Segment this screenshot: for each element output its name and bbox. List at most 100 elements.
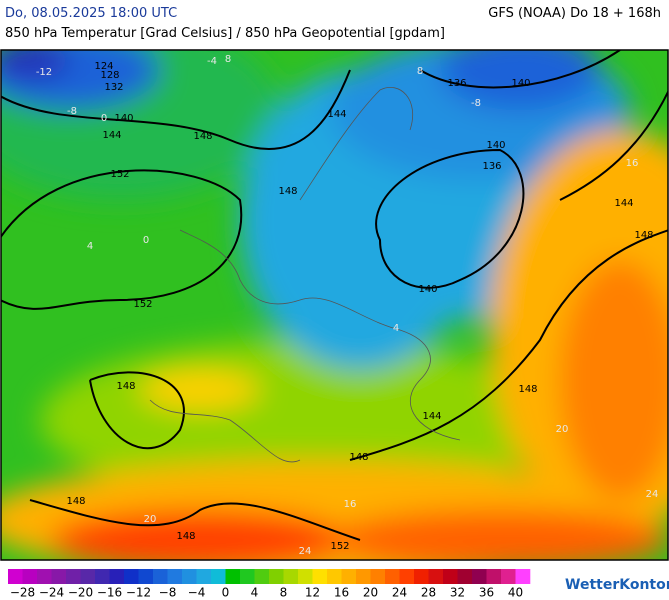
- isotherm-label: 8: [417, 66, 423, 77]
- colorbar-swatch: [370, 569, 386, 584]
- colorbar-label: −24: [39, 586, 64, 600]
- contour-label: 148: [66, 496, 85, 507]
- colorbar-swatch: [312, 569, 328, 584]
- colorbar-swatch: [109, 569, 125, 584]
- colorbar-swatch: [182, 569, 197, 584]
- colorbar: −28 −24 −20 −16 −12 −8 −4 0 4 8 12 16 20 24 28 32 36 40: [8, 569, 531, 600]
- isotherm-label: 0: [143, 235, 149, 246]
- colorbar-label: 40: [508, 586, 523, 600]
- contour-label: 136: [447, 78, 466, 89]
- colorbar-swatch: [80, 569, 96, 584]
- colorbar-swatch: [414, 569, 429, 584]
- colorbar-label: 36: [479, 586, 494, 600]
- colorbar-swatch: [515, 569, 531, 584]
- isotherm-label: 20: [144, 514, 157, 525]
- contour-label: 140: [511, 78, 530, 89]
- colorbar-label: 12: [305, 586, 320, 600]
- isotherm-label: 24: [299, 546, 312, 557]
- brand: WetterKontor: [565, 577, 669, 593]
- subtitle: 850 hPa Temperatur [Grad Celsius] / 850 …: [5, 26, 446, 41]
- colorbar-label: −12: [126, 586, 151, 600]
- colorbar-swatch: [269, 569, 284, 584]
- contour-label: 148: [634, 230, 653, 241]
- colorbar-swatch: [385, 569, 400, 584]
- colorbar-swatch: [153, 569, 168, 584]
- colorbar-swatch: [167, 569, 183, 584]
- isotherm-label: 4: [393, 323, 399, 334]
- colorbar-swatch: [22, 569, 38, 584]
- contour-label: 148: [116, 381, 135, 392]
- colorbar-swatch: [356, 569, 371, 584]
- colorbar-swatch: [95, 569, 110, 584]
- contour-label: 132: [104, 82, 123, 93]
- colorbar-label: −4: [188, 586, 206, 600]
- colorbar-swatch: [501, 569, 516, 584]
- colorbar-label: 8: [280, 586, 288, 600]
- isotherm-label: 4: [87, 241, 93, 252]
- contour-label: 152: [110, 169, 129, 180]
- colorbar-label: 16: [334, 586, 349, 600]
- colorbar-swatch: [66, 569, 81, 584]
- colorbar-swatch: [124, 569, 139, 584]
- colorbar-label: 20: [363, 586, 378, 600]
- contour-label: 148: [349, 452, 368, 463]
- colorbar-swatch: [283, 569, 299, 584]
- model-run: GFS (NOAA) Do 18 + 168h: [488, 6, 661, 21]
- contour-label: 128: [100, 70, 119, 81]
- geopotential-contours: [1, 50, 668, 541]
- colorbar-swatch: [327, 569, 342, 584]
- colorbar-swatch: [37, 569, 52, 584]
- coastlines: [149, 87, 461, 463]
- isotherm-label: 20: [556, 424, 569, 435]
- colorbar-label: 28: [421, 586, 436, 600]
- contour-label: 144: [102, 130, 121, 141]
- colorbar-swatch: [428, 569, 444, 584]
- colorbar-swatch: [211, 569, 226, 584]
- colorbar-swatch: [486, 569, 502, 584]
- isotherm-label: 0: [101, 113, 107, 124]
- contour-label: 148: [278, 186, 297, 197]
- contour-label: 144: [614, 198, 633, 209]
- colorbar-label: 4: [251, 586, 259, 600]
- colorbar-label: −28: [10, 586, 35, 600]
- contour-label: 148: [176, 531, 195, 542]
- contour-label: 140: [418, 284, 437, 295]
- isotherm-label: 16: [344, 499, 357, 510]
- colorbar-swatch: [51, 569, 67, 584]
- colorbar-swatch: [240, 569, 255, 584]
- colorbar-swatch: [298, 569, 313, 584]
- colorbar-swatch: [443, 569, 458, 584]
- colorbar-label: −8: [159, 586, 177, 600]
- isotherm-label: -8: [67, 106, 77, 117]
- contour-label: 144: [422, 411, 441, 422]
- contour-label: 140: [486, 140, 505, 151]
- isotherm-label: -12: [36, 67, 52, 78]
- colorbar-label: −16: [97, 586, 122, 600]
- colorbar-label: −20: [68, 586, 93, 600]
- contour-label: 148: [518, 384, 537, 395]
- colorbar-swatch: [457, 569, 473, 584]
- colorbar-label: 32: [450, 586, 465, 600]
- contour-label: 140: [114, 113, 133, 124]
- colorbar-swatch: [138, 569, 154, 584]
- colorbar-swatch: [225, 569, 241, 584]
- colorbar-label: 24: [392, 586, 407, 600]
- colorbar-swatch: [472, 569, 487, 584]
- colorbar-label: 0: [222, 586, 230, 600]
- colorbar-swatch: [196, 569, 212, 584]
- colorbar-swatch: [399, 569, 415, 584]
- isotherm-label: 8: [225, 54, 231, 65]
- colorbar-swatch: [254, 569, 270, 584]
- isotherm-label: -4: [207, 56, 217, 67]
- contour-label: 136: [482, 161, 501, 172]
- datetime: Do, 08.05.2025 18:00 UTC: [5, 6, 178, 21]
- contour-label: 152: [330, 541, 349, 552]
- isotherm-label: 16: [626, 158, 639, 169]
- colorbar-swatch: [341, 569, 357, 584]
- colorbar-swatch: [8, 569, 23, 584]
- contour-label: 152: [133, 299, 152, 310]
- isotherm-label: 24: [646, 489, 659, 500]
